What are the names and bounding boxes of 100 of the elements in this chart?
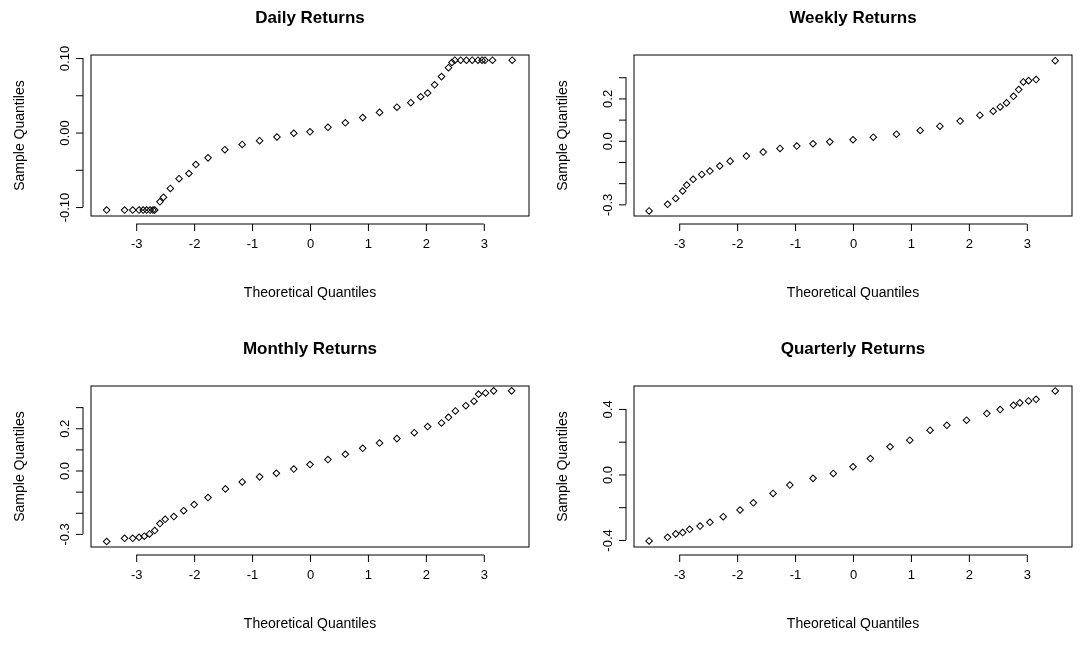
point	[102, 537, 111, 546]
point	[726, 157, 734, 165]
point	[179, 506, 188, 515]
x-tick-label: -2	[188, 567, 201, 583]
point	[697, 170, 706, 179]
point	[272, 469, 281, 478]
x-tick-label: -1	[246, 236, 259, 252]
point	[488, 56, 497, 65]
point	[696, 522, 704, 530]
x-tick-label: -3	[673, 567, 686, 583]
y-axis-title: Sample Quantiles	[11, 80, 27, 191]
x-tick-label: -3	[130, 567, 143, 583]
y-axis-title: Sample Quantiles	[554, 411, 570, 522]
point	[936, 122, 944, 130]
point	[146, 206, 154, 214]
point	[393, 103, 401, 111]
point	[150, 526, 159, 535]
point	[175, 174, 183, 183]
point	[671, 530, 680, 538]
x-tick-label: -1	[246, 567, 259, 583]
point	[142, 206, 151, 214]
point	[892, 130, 901, 139]
point	[481, 389, 490, 397]
y-tick-label: 0.0	[600, 465, 615, 484]
point	[324, 455, 332, 464]
point	[238, 478, 247, 486]
point	[508, 56, 517, 65]
point	[273, 133, 281, 141]
point	[1051, 387, 1060, 395]
x-tick-label: 0	[306, 236, 315, 252]
point	[341, 450, 350, 459]
point	[989, 107, 998, 115]
point	[185, 169, 193, 178]
y-tick-label: -0.4	[600, 529, 615, 552]
point	[826, 138, 834, 146]
point	[685, 525, 694, 534]
point	[678, 528, 687, 537]
point	[916, 126, 925, 135]
point	[478, 56, 486, 65]
x-tick-label: 0	[849, 236, 858, 252]
point	[849, 135, 857, 144]
chart-title: Monthly Returns	[242, 339, 378, 358]
point	[866, 454, 875, 463]
point	[156, 519, 164, 528]
point	[306, 127, 314, 136]
point	[1009, 401, 1018, 410]
chart-title: Quarterly Returns	[780, 339, 926, 358]
point	[289, 129, 298, 138]
point	[437, 419, 446, 427]
y-axis-title: Sample Quantiles	[11, 411, 27, 522]
x-tick-label: -3	[673, 236, 686, 252]
point	[120, 206, 129, 214]
point	[645, 537, 653, 545]
point	[159, 193, 168, 202]
point	[481, 56, 489, 65]
chart-title: Daily Returns	[255, 8, 365, 27]
x-tick-label: -1	[789, 567, 802, 583]
x-tick-label: 1	[364, 567, 373, 583]
point	[719, 512, 728, 521]
x-tick-label: -1	[789, 236, 802, 252]
x-tick-label: -3	[130, 236, 143, 252]
point	[869, 133, 878, 142]
point	[423, 89, 432, 97]
x-tick-label: 2	[422, 236, 430, 252]
point	[829, 469, 838, 478]
point	[663, 533, 672, 542]
point	[489, 387, 498, 395]
point	[682, 181, 691, 189]
point	[671, 194, 680, 203]
y-tick-label: -0.3	[600, 193, 615, 217]
point	[474, 56, 482, 65]
x-tick-label: 2	[422, 567, 430, 583]
point	[238, 140, 247, 149]
point	[809, 474, 817, 483]
point	[289, 465, 298, 473]
point	[430, 81, 439, 89]
point	[462, 401, 470, 410]
x-tick-label: 3	[1023, 236, 1031, 252]
point	[706, 518, 714, 527]
point	[358, 113, 367, 122]
point	[663, 200, 672, 209]
point	[943, 421, 951, 430]
point	[204, 493, 212, 502]
point	[1024, 76, 1033, 85]
y-tick-label: 0.00	[57, 120, 72, 146]
point	[145, 530, 154, 538]
point	[715, 162, 724, 170]
y-tick-label: 0.0	[57, 461, 72, 481]
x-tick-label: 1	[364, 236, 373, 252]
x-tick-label: 0	[306, 567, 315, 583]
y-tick-label: 0.2	[57, 419, 72, 438]
point	[451, 407, 460, 415]
point	[886, 442, 894, 451]
point	[393, 434, 401, 443]
point	[759, 148, 768, 156]
point	[135, 206, 143, 214]
point	[324, 123, 332, 132]
x-tick-label: 1	[907, 236, 916, 252]
point	[128, 206, 137, 214]
point	[255, 136, 264, 145]
